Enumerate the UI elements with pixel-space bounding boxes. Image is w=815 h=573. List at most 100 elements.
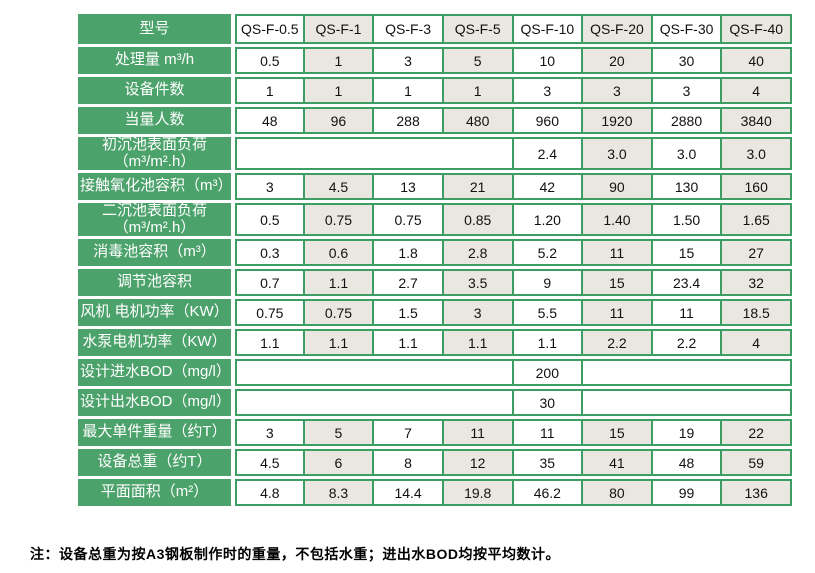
row-label: 平面面积（m²） bbox=[78, 479, 235, 506]
table-row: 初沉池表面负荷（m³/m².h） 2.4 3.0 3.0 3.0 bbox=[78, 136, 792, 170]
footnote: 注：设备总重为按A3钢板制作时的重量，不包括水重；进出水BOD均按平均数计。 bbox=[30, 546, 561, 562]
table-cell: 5 bbox=[304, 419, 375, 446]
table-body: 处理量 m³/h 0.5 1 3 5 10 20 30 40 设备件数 1 1 1 1 3 3 3 4 当量人数 48… bbox=[78, 47, 792, 506]
table-cell bbox=[235, 389, 514, 416]
column-header: QS-F-30 bbox=[652, 14, 723, 44]
table-cell: 12 bbox=[443, 449, 514, 476]
table-cell: 21 bbox=[443, 173, 514, 200]
row-label: 设备总重（约T） bbox=[78, 449, 235, 476]
table-cell: 96 bbox=[304, 107, 375, 134]
table-cell: 20 bbox=[583, 47, 653, 74]
table-cell: 1 bbox=[443, 77, 514, 104]
table-cell: 32 bbox=[722, 269, 792, 296]
table-cell: 160 bbox=[722, 173, 792, 200]
table-cell: 18.5 bbox=[722, 299, 792, 326]
table-row: 二沉池表面负荷（m³/m².h） 0.5 0.75 0.75 0.85 1.20 1.40 1… bbox=[78, 202, 792, 236]
table-cell: 46.2 bbox=[513, 479, 584, 506]
table-cell: 6 bbox=[304, 449, 375, 476]
table-cell: 1.1 bbox=[235, 329, 305, 356]
table-cell: 48 bbox=[652, 449, 723, 476]
table-cell: 0.75 bbox=[304, 299, 375, 326]
table-cell: 90 bbox=[583, 173, 653, 200]
table-cell bbox=[235, 359, 514, 386]
table-cell: 130 bbox=[652, 173, 723, 200]
table-cell: 22 bbox=[722, 419, 792, 446]
table-cell: 4.5 bbox=[235, 449, 305, 476]
table-row: 设计出水BOD（mg/l） 30 bbox=[78, 389, 792, 416]
table-cell: 1.1 bbox=[304, 269, 375, 296]
table-cell bbox=[235, 137, 514, 170]
column-header: QS-F-40 bbox=[722, 14, 792, 44]
table-cell: 4 bbox=[722, 77, 792, 104]
table-cell bbox=[583, 389, 792, 416]
table-cell: 11 bbox=[583, 299, 653, 326]
row-label: 设备件数 bbox=[78, 77, 235, 104]
table-cell: 10 bbox=[513, 47, 584, 74]
table-cell: 14.4 bbox=[374, 479, 444, 506]
table-cell: 5.5 bbox=[513, 299, 584, 326]
table-cell: 1920 bbox=[583, 107, 653, 134]
table-cell: 4.8 bbox=[235, 479, 305, 506]
table-cell: 2.7 bbox=[374, 269, 444, 296]
table-cell: 3.0 bbox=[652, 137, 723, 170]
table-cell: 27 bbox=[722, 239, 792, 266]
table-cell: 5.2 bbox=[513, 239, 584, 266]
table-cell: 3840 bbox=[722, 107, 792, 134]
table-cell: 2.2 bbox=[583, 329, 653, 356]
table-cell: 3.0 bbox=[722, 137, 792, 170]
table-cell: 4.5 bbox=[304, 173, 375, 200]
table-cell: 3 bbox=[583, 77, 653, 104]
table-cell: 1.65 bbox=[722, 203, 792, 236]
table-cell: 1.1 bbox=[374, 329, 444, 356]
table-cell: 11 bbox=[652, 299, 723, 326]
column-header: QS-F-20 bbox=[583, 14, 653, 44]
table-row: 设备总重（约T） 4.5 6 8 12 35 41 48 59 bbox=[78, 449, 792, 476]
table-cell: 1 bbox=[235, 77, 305, 104]
table-cell: 3 bbox=[374, 47, 444, 74]
table-cell: 42 bbox=[513, 173, 584, 200]
table-row: 当量人数 48 96 288 480 960 1920 2880 3840 bbox=[78, 107, 792, 134]
table-cell: 9 bbox=[513, 269, 584, 296]
table-cell: 19 bbox=[652, 419, 723, 446]
row-label: 风机 电机功率（KW） bbox=[78, 299, 235, 326]
table-cell: 8.3 bbox=[304, 479, 375, 506]
column-header: QS-F-0.5 bbox=[235, 14, 305, 44]
table-row: 最大单件重量（约T） 3 5 7 11 11 15 19 22 bbox=[78, 419, 792, 446]
corner-header: 型号 bbox=[78, 14, 235, 44]
table-cell: 13 bbox=[374, 173, 444, 200]
row-label: 设计出水BOD（mg/l） bbox=[78, 389, 235, 416]
row-label: 初沉池表面负荷（m³/m².h） bbox=[78, 136, 235, 170]
table-cell: 1.40 bbox=[583, 203, 653, 236]
table-row: 消毒池容积（m³） 0.3 0.6 1.8 2.8 5.2 11 15 27 bbox=[78, 239, 792, 266]
table-cell: 3 bbox=[443, 299, 514, 326]
row-label: 处理量 m³/h bbox=[78, 47, 235, 74]
table-cell: 0.85 bbox=[443, 203, 514, 236]
table-cell: 8 bbox=[374, 449, 444, 476]
table-cell: 41 bbox=[583, 449, 653, 476]
table-cell: 0.6 bbox=[304, 239, 375, 266]
table-cell: 2.2 bbox=[652, 329, 723, 356]
table-cell: 136 bbox=[722, 479, 792, 506]
table-cell: 11 bbox=[513, 419, 584, 446]
table-cell: 4 bbox=[722, 329, 792, 356]
table-cell: 960 bbox=[513, 107, 584, 134]
table-cell: 1.1 bbox=[513, 329, 584, 356]
table-cell: 480 bbox=[443, 107, 514, 134]
column-header: QS-F-1 bbox=[304, 14, 375, 44]
table-cell: 59 bbox=[722, 449, 792, 476]
table-cell: 15 bbox=[583, 419, 653, 446]
table-cell: 3.5 bbox=[443, 269, 514, 296]
table-cell: 80 bbox=[583, 479, 653, 506]
row-label: 水泵电机功率（KW） bbox=[78, 329, 235, 356]
table-cell: 23.4 bbox=[652, 269, 723, 296]
table-cell: 288 bbox=[374, 107, 444, 134]
table-cell: 0.5 bbox=[235, 203, 305, 236]
table-cell: 1.5 bbox=[374, 299, 444, 326]
row-label: 消毒池容积（m³） bbox=[78, 239, 235, 266]
table-cell: 0.7 bbox=[235, 269, 305, 296]
table-cell: 5 bbox=[443, 47, 514, 74]
table-cell: 40 bbox=[722, 47, 792, 74]
table-cell: 19.8 bbox=[443, 479, 514, 506]
table-cell: 48 bbox=[235, 107, 305, 134]
